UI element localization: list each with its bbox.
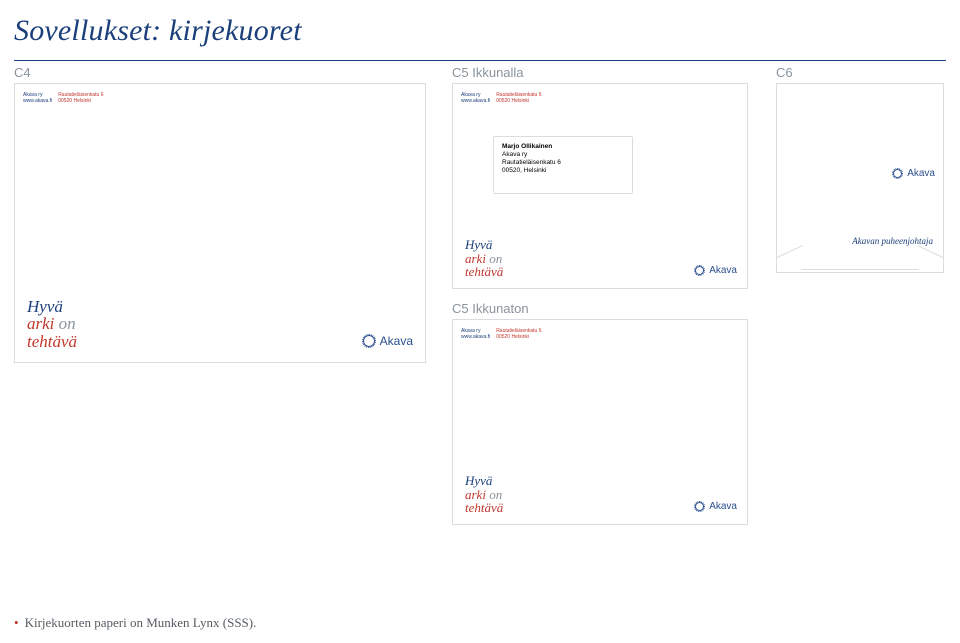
bullet-icon: • bbox=[14, 615, 19, 630]
crest-icon bbox=[362, 334, 376, 348]
sender-web: www.akava.fi bbox=[461, 98, 490, 104]
recipient-city: 00520, Helsinki bbox=[502, 167, 624, 175]
label-c5-nowindow: C5 Ikkunaton bbox=[452, 301, 529, 316]
slogan-line3: tehtävä bbox=[465, 265, 503, 278]
crest-icon bbox=[892, 168, 903, 179]
logo-text: Akava bbox=[709, 501, 737, 512]
sender-city: 00520 Helsinki bbox=[496, 334, 541, 340]
sender-block: Akava ry www.akava.fi Rautatieläisenkatu… bbox=[461, 328, 542, 340]
envelope-c5-nowindow: Akava ry www.akava.fi Rautatieläisenkatu… bbox=[452, 319, 748, 525]
envelopes-grid: C4 C5 Ikkunalla C5 Ikkunaton C6 Akava ry… bbox=[0, 61, 960, 581]
logo-text: Akava bbox=[709, 265, 737, 276]
slogan-line2b: on bbox=[54, 314, 75, 333]
footnote: • Kirjekuorten paperi on Munken Lynx (SSS… bbox=[14, 615, 256, 631]
label-c5-window: C5 Ikkunalla bbox=[452, 65, 524, 80]
crest-icon bbox=[694, 265, 705, 276]
recipient-street: Rautatieläisenkatu 6 bbox=[502, 159, 624, 167]
sender-block: Akava ry www.akava.fi Rautatieläisenkatu… bbox=[461, 92, 542, 104]
akava-logo: Akava bbox=[694, 265, 737, 276]
slogan: Hyvä arki on tehtävä bbox=[27, 298, 77, 350]
recipient-org: Akava ry bbox=[502, 151, 624, 159]
sender-city: 00520 Helsinki bbox=[496, 98, 541, 104]
slogan-line3: tehtävä bbox=[27, 333, 77, 350]
sender-web: www.akava.fi bbox=[461, 334, 490, 340]
label-c4: C4 bbox=[14, 65, 31, 80]
akava-logo: Akava bbox=[892, 168, 935, 179]
sender-city: 00520 Helsinki bbox=[58, 98, 103, 104]
slogan-line3: tehtävä bbox=[465, 501, 503, 514]
akava-logo: Akava bbox=[694, 501, 737, 512]
c6-subtitle: Akavan puheenjohtaja bbox=[852, 236, 933, 246]
envelope-c5-window: Akava ry www.akava.fi Rautatieläisenkatu… bbox=[452, 83, 748, 289]
slogan-line2a: arki bbox=[27, 314, 54, 333]
address-window: Marjo Ollikainen Akava ry Rautatieläisen… bbox=[493, 136, 633, 194]
slogan-line1: Hyvä bbox=[465, 238, 503, 251]
envelope-flap bbox=[777, 257, 943, 258]
slogan: Hyvä arki on tehtävä bbox=[465, 238, 503, 278]
crest-icon bbox=[694, 501, 705, 512]
slogan: Hyvä arki on tehtävä bbox=[465, 474, 503, 514]
page-title: Sovellukset: kirjekuoret bbox=[0, 0, 960, 60]
sender-block: Akava ry www.akava.fi Rautatieläisenkatu… bbox=[23, 92, 104, 104]
recipient-name: Marjo Ollikainen bbox=[502, 143, 624, 151]
label-c6: C6 bbox=[776, 65, 793, 80]
slogan-line1: Hyvä bbox=[465, 474, 503, 487]
logo-text: Akava bbox=[907, 168, 935, 179]
akava-logo: Akava bbox=[362, 334, 413, 348]
logo-text: Akava bbox=[380, 334, 413, 348]
envelope-c6: Akava Akavan puheenjohtaja bbox=[776, 83, 944, 273]
envelope-c4: Akava ry www.akava.fi Rautatieläisenkatu… bbox=[14, 83, 426, 363]
footnote-text: Kirjekuorten paperi on Munken Lynx (SSS)… bbox=[25, 615, 257, 630]
slogan-line1: Hyvä bbox=[27, 298, 77, 315]
sender-web: www.akava.fi bbox=[23, 98, 52, 104]
